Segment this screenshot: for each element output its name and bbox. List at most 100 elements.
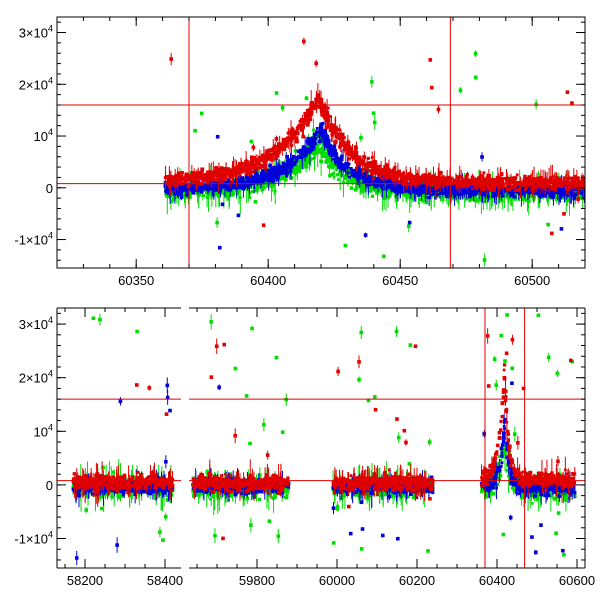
data-point bbox=[314, 133, 317, 136]
data-point bbox=[388, 190, 391, 193]
data-point bbox=[217, 168, 220, 171]
data-point bbox=[392, 175, 395, 178]
data-point bbox=[323, 115, 327, 119]
data-point bbox=[271, 171, 274, 174]
data-point bbox=[200, 191, 203, 194]
data-point bbox=[298, 165, 302, 169]
data-point bbox=[312, 129, 315, 132]
data-point bbox=[313, 152, 317, 156]
data-point bbox=[430, 86, 434, 90]
data-point bbox=[567, 194, 570, 197]
data-point bbox=[215, 174, 218, 177]
data-point bbox=[343, 148, 346, 151]
data-point bbox=[347, 171, 350, 174]
data-point bbox=[306, 123, 310, 127]
data-point bbox=[512, 178, 515, 181]
data-point bbox=[263, 175, 267, 179]
data-point bbox=[312, 144, 315, 147]
data-point bbox=[416, 178, 420, 182]
data-point bbox=[293, 170, 297, 174]
data-point bbox=[487, 195, 490, 198]
data-point bbox=[371, 156, 374, 159]
data-point bbox=[284, 149, 287, 152]
data-point bbox=[367, 165, 370, 168]
data-point bbox=[254, 200, 258, 204]
data-point bbox=[291, 158, 294, 161]
data-point bbox=[574, 192, 577, 195]
data-point bbox=[327, 145, 330, 148]
data-point bbox=[284, 163, 287, 166]
data-point bbox=[382, 255, 386, 259]
data-point bbox=[337, 178, 340, 181]
y-tick-exponent: 4 bbox=[48, 127, 53, 137]
data-point bbox=[290, 144, 293, 147]
data-point bbox=[183, 186, 186, 189]
data-point bbox=[169, 57, 173, 61]
data-point bbox=[346, 164, 350, 168]
data-point bbox=[482, 188, 485, 191]
data-point bbox=[218, 174, 221, 177]
data-point bbox=[576, 197, 580, 201]
data-point bbox=[277, 146, 280, 149]
data-point bbox=[364, 233, 368, 237]
data-point bbox=[238, 172, 241, 175]
data-point bbox=[262, 186, 265, 189]
data-point bbox=[327, 164, 331, 168]
data-point bbox=[221, 177, 225, 181]
data-point bbox=[305, 165, 309, 169]
data-point bbox=[373, 160, 376, 163]
data-point bbox=[259, 166, 263, 170]
data-point bbox=[179, 178, 182, 181]
data-point bbox=[218, 246, 222, 250]
data-point bbox=[460, 175, 464, 179]
data-point bbox=[446, 176, 449, 179]
data-point bbox=[386, 169, 390, 173]
data-point bbox=[303, 147, 306, 150]
data-point bbox=[570, 181, 574, 185]
data-point bbox=[344, 244, 348, 248]
x-tick-label: 60350 bbox=[118, 273, 154, 288]
data-point bbox=[167, 178, 171, 182]
data-point bbox=[516, 188, 520, 192]
data-point bbox=[278, 149, 281, 152]
data-point bbox=[330, 147, 333, 150]
data-point bbox=[417, 193, 421, 197]
data-point bbox=[275, 137, 279, 141]
data-point bbox=[347, 149, 350, 152]
data-point bbox=[262, 223, 266, 227]
data-point bbox=[373, 168, 376, 171]
data-point bbox=[566, 90, 570, 94]
data-point bbox=[313, 137, 317, 141]
data-point bbox=[171, 179, 174, 182]
data-point bbox=[285, 138, 288, 141]
data-point bbox=[260, 174, 263, 177]
data-point bbox=[385, 188, 388, 191]
y-tick-mantissa: 2×10 bbox=[19, 77, 48, 92]
data-point bbox=[212, 171, 215, 174]
data-point bbox=[285, 155, 289, 159]
data-point bbox=[358, 159, 361, 162]
data-point bbox=[306, 137, 309, 140]
data-point bbox=[475, 179, 478, 182]
data-point bbox=[281, 106, 285, 110]
data-point bbox=[206, 179, 209, 182]
data-point bbox=[204, 187, 207, 190]
data-point bbox=[377, 165, 381, 169]
data-point bbox=[253, 164, 256, 167]
data-point bbox=[258, 178, 261, 181]
data-point bbox=[241, 162, 244, 165]
data-point bbox=[425, 181, 429, 185]
data-point bbox=[324, 152, 328, 156]
data-point bbox=[295, 130, 298, 133]
data-point bbox=[258, 157, 261, 160]
data-point bbox=[193, 171, 197, 175]
data-point bbox=[179, 193, 183, 197]
data-point bbox=[295, 139, 299, 143]
data-point bbox=[431, 175, 434, 178]
data-point bbox=[372, 111, 376, 115]
data-point bbox=[397, 180, 401, 184]
data-point bbox=[393, 171, 397, 175]
data-point bbox=[474, 76, 478, 80]
data-point bbox=[546, 223, 550, 227]
data-point bbox=[215, 221, 219, 225]
